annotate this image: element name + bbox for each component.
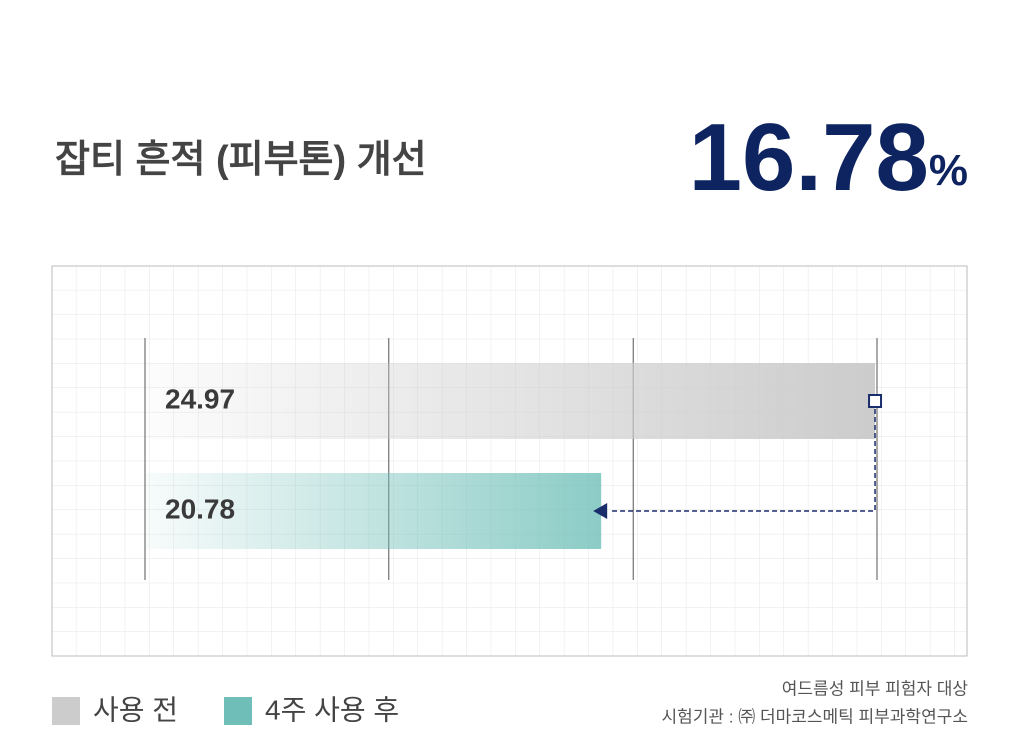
legend-swatch bbox=[224, 697, 252, 725]
headline: 16.78% bbox=[689, 104, 968, 211]
value-label: 24.97 bbox=[165, 383, 235, 414]
headline-value: 16.78 bbox=[689, 104, 929, 211]
bar bbox=[145, 473, 602, 549]
chart-title: 잡티 흔적 (피부톤) 개선 bbox=[55, 139, 427, 181]
legend-label: 사용 전 bbox=[93, 694, 178, 725]
headline-unit: % bbox=[929, 146, 968, 195]
arrow-head bbox=[593, 503, 608, 519]
plot-frame bbox=[51, 265, 968, 657]
connector bbox=[611, 401, 876, 512]
marker bbox=[868, 394, 883, 408]
legend-swatch bbox=[52, 697, 80, 725]
value-label: 20.78 bbox=[165, 493, 235, 524]
bar bbox=[145, 363, 876, 439]
legend-label: 4주 사용 후 bbox=[265, 694, 399, 725]
note: 여드름성 피부 피험자 대상 bbox=[782, 679, 969, 698]
note: 시험기관 : ㈜ 더마코스메틱 피부과학연구소 bbox=[662, 707, 969, 726]
